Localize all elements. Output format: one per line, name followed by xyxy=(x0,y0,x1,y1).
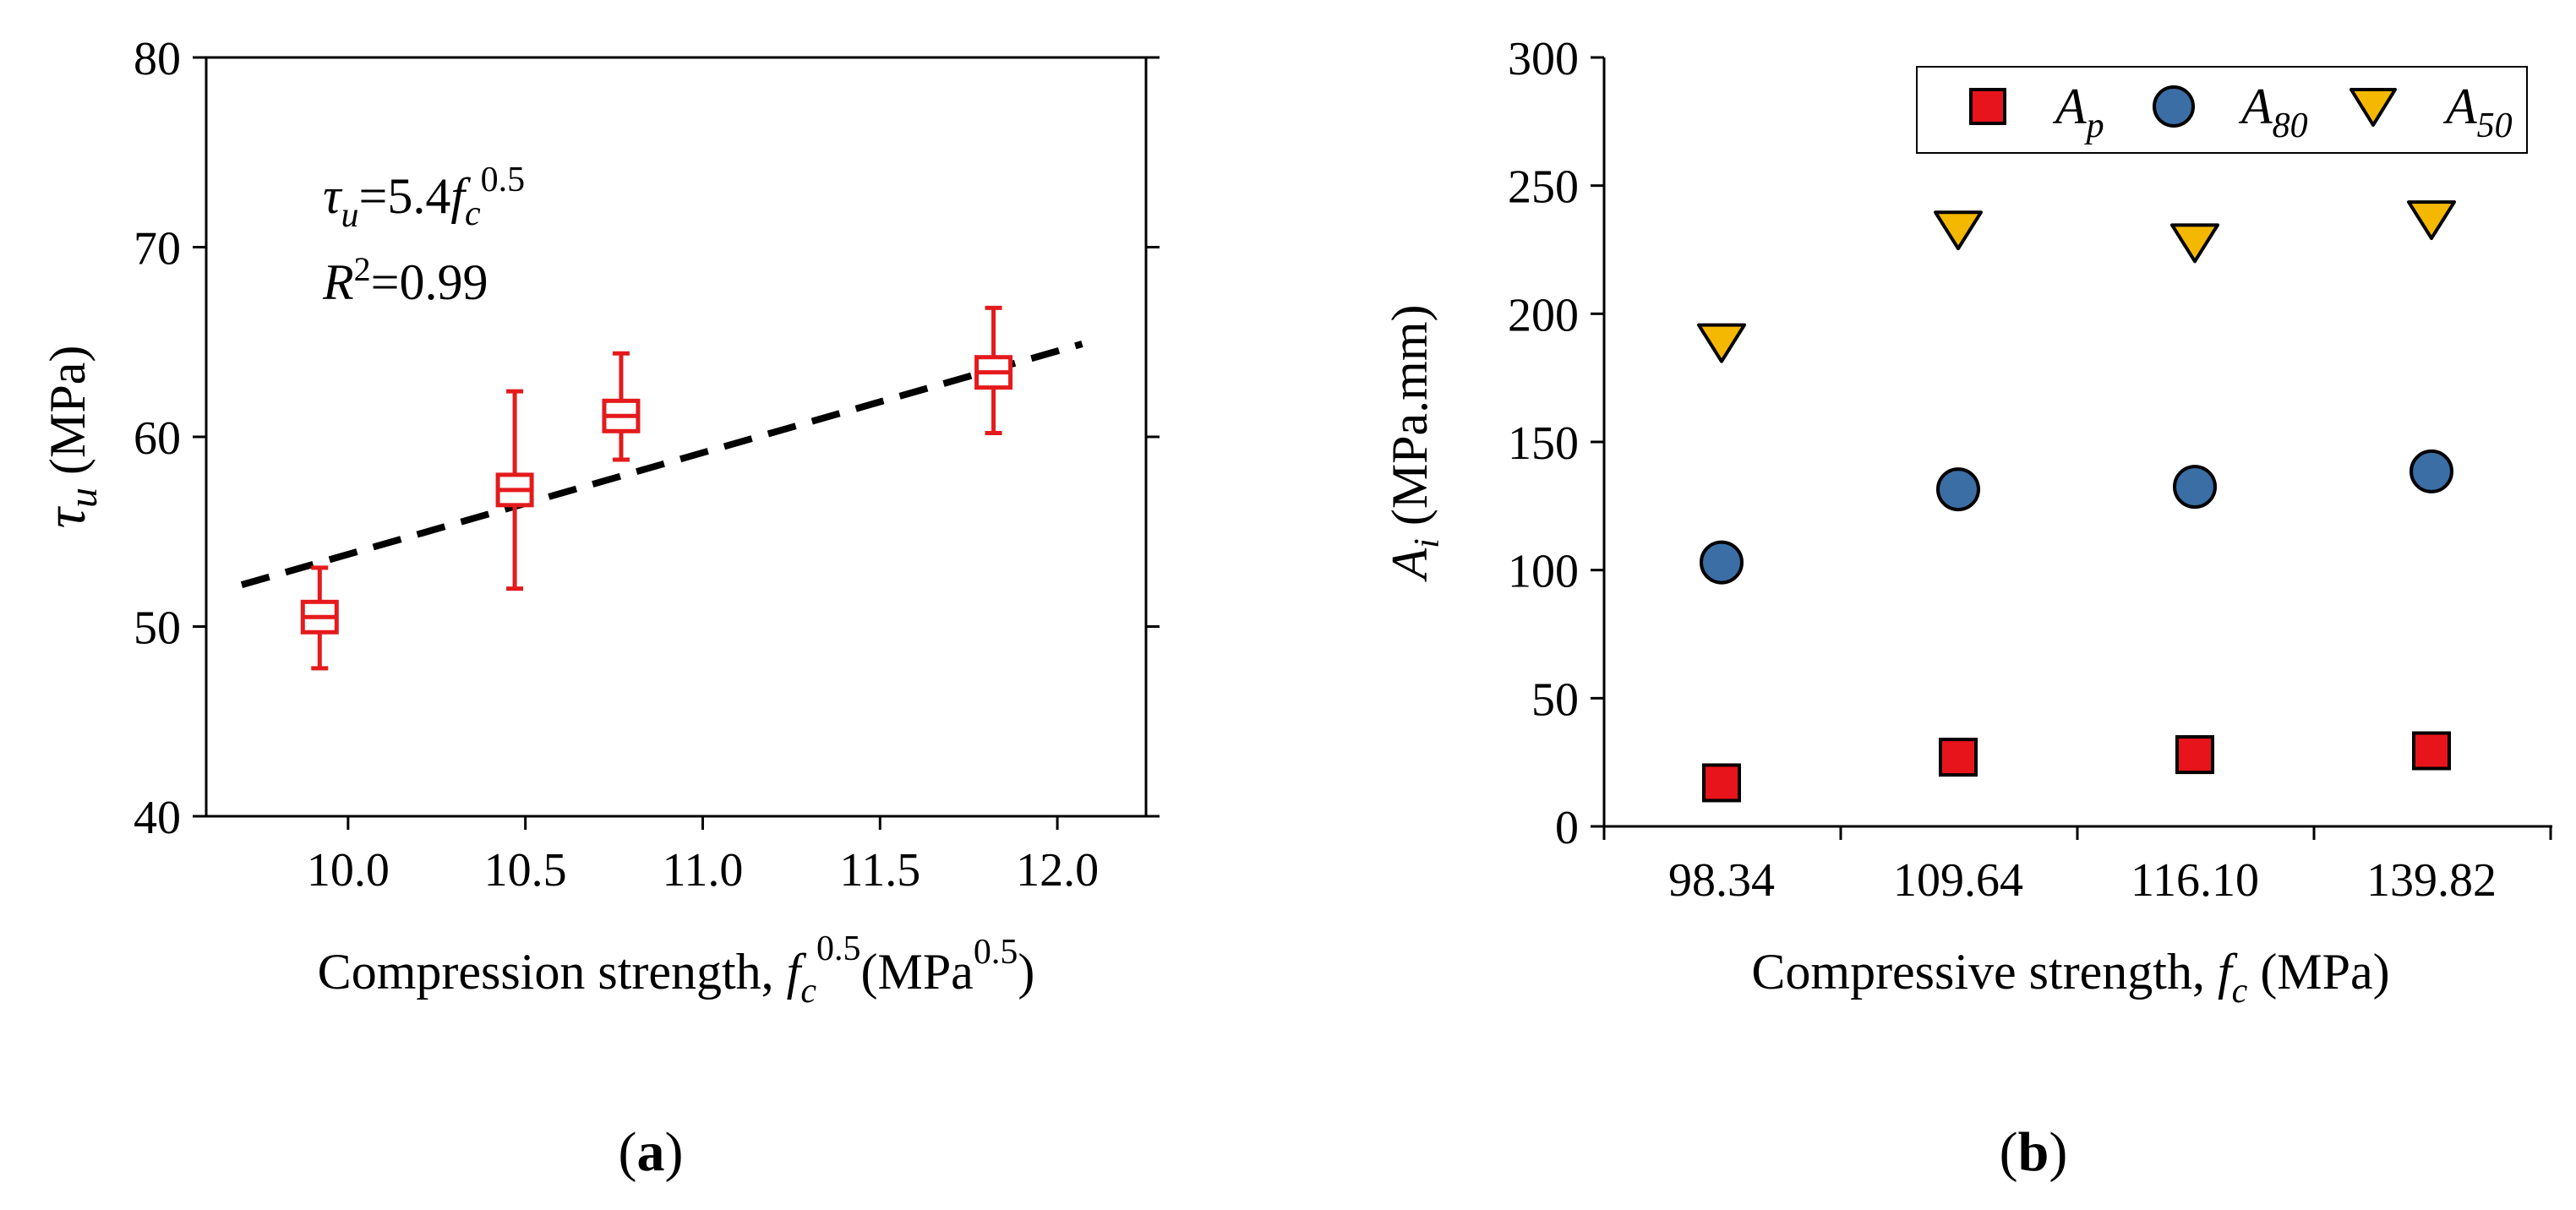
chart-b-point-a80 xyxy=(2173,465,2217,510)
chart-b-point-ap xyxy=(2175,735,2214,775)
chart-b-point-a50 xyxy=(2170,223,2219,264)
chart-b-panel-caption: (b) xyxy=(2000,1121,2068,1183)
chart-b-y-tick-label: 250 xyxy=(1508,161,1579,214)
chart-a-y-tick-label: 70 xyxy=(134,223,181,275)
chart-b-point-ap xyxy=(1939,738,1978,777)
chart-b-point-a80 xyxy=(1936,467,1980,512)
chart-b-point-a80 xyxy=(2410,449,2453,493)
chart-b-point-a50 xyxy=(1934,210,1983,251)
chart-b-y-tick-label: 100 xyxy=(1508,546,1579,598)
chart-b-x-tick-label: 109.64 xyxy=(1893,854,2023,907)
chart-a-equation: τu=5.4fc0.5 xyxy=(323,161,525,235)
chart-a-box xyxy=(602,351,641,462)
chart-b-legend-frame xyxy=(1916,66,2528,154)
chart-a-box xyxy=(495,389,534,591)
chart-b-y-ticks: 0 50 100 150 200 250 300 xyxy=(1508,33,1604,854)
chart-b-point-a80 xyxy=(1700,540,1744,585)
chart-b-y-axis-label: Ai (MPa.mm) xyxy=(1382,305,1447,583)
chart-b-point-ap xyxy=(2412,731,2451,771)
chart-a-boxes xyxy=(300,305,1013,671)
chart-b-point-a50 xyxy=(2407,200,2456,241)
chart-a-x-tick-label: 11.5 xyxy=(839,844,920,897)
chart-a-r-squared: R2=0.99 xyxy=(322,250,488,310)
legend-marker-a80 xyxy=(2153,85,2195,128)
chart-b-y-tick-label: 300 xyxy=(1508,33,1579,85)
chart-b: 0 50 100 150 200 250 300 98.34 109.64 116.10 139.… xyxy=(1382,33,2552,1183)
chart-b-x-tick-label: 139.82 xyxy=(2366,854,2497,907)
chart-b-legend: Ap A80 A50 xyxy=(1916,66,2528,154)
chart-a-box xyxy=(974,305,1013,436)
chart-b-y-tick-label: 200 xyxy=(1508,289,1579,341)
chart-a-x-tick-label: 11.0 xyxy=(663,844,744,897)
chart-b-x-ticks: 98.34 109.64 116.10 139.82 xyxy=(1602,826,2552,907)
chart-b-point-ap xyxy=(1702,763,1741,803)
chart-a-y-tick-label: 40 xyxy=(134,792,181,844)
chart-b-points xyxy=(1697,200,2456,803)
chart-a-box xyxy=(300,565,339,671)
legend-label-ap: Ap xyxy=(2052,79,2104,145)
chart-a-fit-line-group xyxy=(240,341,1083,588)
legend-marker-ap xyxy=(1969,88,2006,125)
chart-b-x-tick-label: 116.10 xyxy=(2131,854,2259,907)
chart-b-y-tick-label: 0 xyxy=(1555,802,1579,854)
chart-a-y-tick-label: 80 xyxy=(134,33,181,85)
legend-marker-a50 xyxy=(2350,88,2397,127)
chart-a-panel-caption: (a) xyxy=(619,1121,684,1183)
chart-a-x-axis-label: Compression strength, fc0.5(MPa0.5) xyxy=(318,929,1035,1011)
chart-a: 10.0 10.5 11.0 11.5 12.0 40 50 60 70 80 τu=5.4fc… xyxy=(33,33,1160,1183)
legend-label-a50: A50 xyxy=(2442,79,2513,145)
chart-a-fit-line xyxy=(240,341,1083,588)
chart-b-x-tick-label: 98.34 xyxy=(1668,854,1775,907)
chart-b-y-tick-label: 150 xyxy=(1508,417,1579,470)
chart-a-x-tick-label: 10.5 xyxy=(484,844,567,897)
chart-a-plot-frame xyxy=(205,56,1148,818)
chart-a-x-tick-label: 12.0 xyxy=(1016,844,1099,897)
chart-a-x-tick-label: 10.0 xyxy=(307,844,390,897)
legend-label-a80: A80 xyxy=(2238,79,2308,145)
chart-a-y-tick-label: 60 xyxy=(134,412,181,465)
chart-b-point-a50 xyxy=(1697,323,1746,363)
chart-a-y-axis-label: τu (MPa) xyxy=(33,346,106,529)
chart-b-x-axis-label: Compressive strength, fc (MPa) xyxy=(1751,944,2389,1011)
chart-a-y-ticks: 40 50 60 70 80 xyxy=(134,33,1160,844)
chart-a-y-tick-label: 50 xyxy=(134,602,181,655)
chart-b-y-tick-label: 50 xyxy=(1531,673,1579,726)
chart-a-x-ticks: 10.0 10.5 11.0 11.5 12.0 xyxy=(307,816,1099,897)
